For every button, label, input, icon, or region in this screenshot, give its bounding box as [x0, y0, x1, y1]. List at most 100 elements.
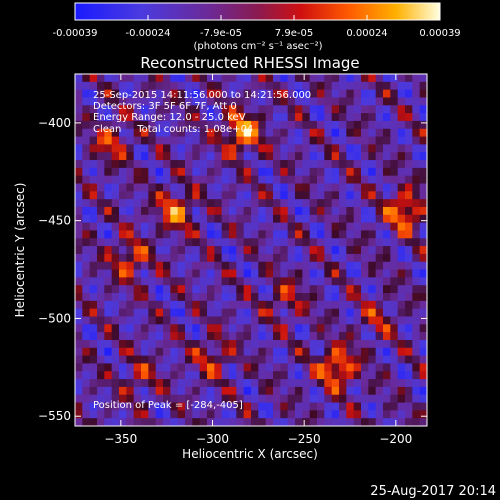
- heatmap-cell: [170, 136, 179, 145]
- heatmap-cell: [221, 120, 230, 130]
- heatmap-cell: [419, 128, 428, 137]
- heatmap-cell: [221, 105, 230, 114]
- plot-frame: [74, 73, 428, 427]
- heatmap-cell: [119, 285, 127, 294]
- heatmap-cell: [133, 339, 142, 349]
- heatmap-cell: [390, 74, 399, 83]
- heatmap-cell: [331, 293, 340, 302]
- heatmap-cell: [163, 199, 171, 208]
- heatmap-cell: [243, 332, 252, 341]
- heatmap-cell: [229, 394, 237, 403]
- heatmap-cell: [185, 136, 193, 145]
- heatmap-cell: [236, 394, 245, 403]
- heatmap-cell: [368, 269, 377, 278]
- heatmap-cell: [419, 379, 428, 388]
- heatmap-cell: [331, 183, 340, 192]
- colorbar-tick-label: 7.9e-05: [275, 28, 313, 39]
- heatmap-cell: [214, 410, 223, 419]
- heatmap-cell: [75, 347, 83, 356]
- heatmap-cell: [104, 74, 113, 83]
- heatmap-cell: [405, 97, 413, 106]
- heatmap-cell: [258, 293, 267, 302]
- heatmap-cell: [324, 277, 333, 286]
- heatmap-cell: [236, 105, 245, 114]
- heatmap-cell: [243, 136, 252, 145]
- heatmap-cell: [236, 246, 245, 255]
- heatmap-cell: [324, 332, 333, 341]
- heatmap-cell: [75, 183, 83, 192]
- heatmap-cell: [353, 199, 362, 208]
- heatmap-cell: [126, 128, 135, 137]
- heatmap-cell: [82, 261, 91, 270]
- heatmap-cell: [155, 128, 164, 137]
- heatmap-cell: [141, 238, 149, 247]
- heatmap-cell: [280, 183, 289, 192]
- heatmap-cell: [375, 120, 384, 130]
- heatmap-cell: [243, 183, 252, 192]
- heatmap-cell: [317, 261, 325, 270]
- heatmap-cell: [89, 191, 98, 200]
- heatmap-cell: [111, 386, 120, 396]
- heatmap-cell: [251, 371, 259, 380]
- heatmap-cell: [119, 128, 127, 137]
- heatmap-cell: [229, 120, 237, 130]
- heatmap-cell: [405, 371, 413, 380]
- heatmap-cell: [221, 324, 230, 333]
- heatmap-cell: [207, 402, 215, 411]
- heatmap-cell: [111, 363, 120, 372]
- heatmap-cell: [89, 222, 98, 231]
- heatmap-cell: [192, 253, 201, 263]
- heatmap-cell: [405, 136, 413, 145]
- heatmap-cell: [111, 253, 120, 263]
- heatmap-cell: [258, 191, 267, 200]
- heatmap-cell: [163, 152, 171, 161]
- heatmap-cell: [287, 379, 296, 388]
- heatmap-cell: [302, 144, 311, 153]
- heatmap-cell: [82, 81, 91, 91]
- heatmap-cell: [75, 394, 83, 403]
- heatmap-cell: [317, 199, 325, 208]
- heatmap-cell: [331, 355, 340, 364]
- heatmap-cell: [104, 183, 113, 192]
- heatmap-cell: [214, 394, 223, 403]
- heatmap-cell: [126, 402, 135, 411]
- heatmap-cell: [236, 238, 245, 247]
- heatmap-cell: [280, 81, 289, 91]
- heatmap-cell: [177, 97, 186, 106]
- heatmap-cell: [309, 175, 318, 184]
- heatmap-cell: [133, 246, 142, 255]
- heatmap-cell: [89, 214, 98, 224]
- heatmap-cell: [251, 261, 259, 270]
- y-axis-label: Heliocentric Y (arcsec): [13, 183, 27, 318]
- heatmap-cell: [185, 238, 193, 247]
- heatmap-cell: [273, 199, 281, 208]
- heatmap-cell: [119, 120, 127, 130]
- heatmap-cell: [199, 394, 208, 403]
- heatmap-cell: [273, 222, 281, 231]
- heatmap-cell: [361, 363, 369, 372]
- heatmap-cell: [214, 293, 223, 302]
- heatmap-cell: [192, 316, 201, 325]
- heatmap-cell: [185, 402, 193, 411]
- heatmap-cell: [324, 113, 333, 122]
- heatmap-cell: [368, 81, 377, 91]
- heatmap-cell: [126, 246, 135, 255]
- heatmap-cell: [397, 339, 406, 349]
- heatmap-cell: [339, 128, 347, 137]
- heatmap-cell: [280, 160, 289, 169]
- heatmap-cell: [302, 332, 311, 341]
- heatmap-cell: [207, 144, 215, 153]
- heatmap-cell: [390, 285, 399, 294]
- heatmap-cell: [361, 136, 369, 145]
- heatmap-cell: [229, 97, 237, 106]
- heatmap-cell: [302, 74, 311, 83]
- heatmap-cell: [353, 191, 362, 200]
- heatmap-cell: [133, 89, 142, 98]
- heatmap-cell: [229, 206, 237, 216]
- heatmap-cell: [119, 324, 127, 333]
- heatmap-cell: [97, 120, 105, 130]
- heatmap-cell: [111, 308, 120, 317]
- heatmap-cell: [390, 144, 399, 153]
- heatmap-cell: [199, 308, 208, 317]
- heatmap-cell: [361, 418, 369, 427]
